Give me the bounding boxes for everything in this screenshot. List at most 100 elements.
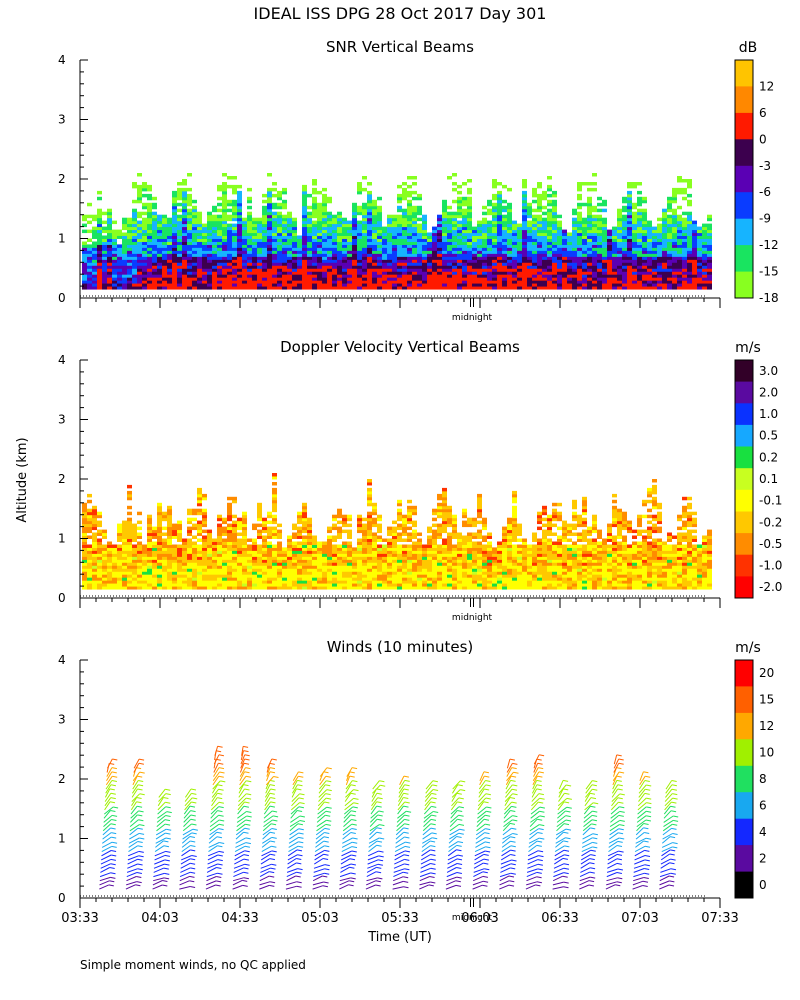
wind-barb: [157, 801, 166, 811]
wind-barb: [317, 801, 325, 811]
wind-barb: [206, 880, 217, 886]
wind-barb: [473, 868, 485, 873]
wind-barb: [663, 810, 672, 819]
wind-barb: [238, 793, 247, 802]
wind-barb: [526, 881, 538, 886]
wind-barb: [157, 806, 167, 815]
wind-barb: [213, 767, 220, 777]
wind-barb: [314, 858, 324, 865]
wind-barb: [526, 876, 537, 882]
wind-barb: [156, 823, 166, 832]
wind-barb: [581, 846, 593, 853]
wind-barb: [235, 837, 246, 844]
wind-barb: [232, 884, 243, 890]
wind-barb: [608, 837, 620, 844]
wind-barb: [183, 810, 191, 819]
wind-barb: [153, 867, 164, 873]
wind-barb: [397, 797, 404, 807]
wind-barb: [639, 775, 646, 786]
wind-barb: [312, 881, 324, 886]
wind-barb: [212, 775, 220, 786]
wind-barb: [126, 881, 137, 886]
wind-barb: [447, 854, 459, 861]
panel-3-axes: [79, 659, 721, 908]
wind-barb: [633, 868, 645, 873]
colorbar-label: 0: [759, 132, 767, 146]
wind-barb: [103, 815, 113, 823]
wind-barb: [558, 788, 564, 798]
wind-barb: [345, 780, 353, 790]
wind-barb: [372, 784, 381, 794]
wind-barb: [661, 849, 671, 857]
wind-barb: [399, 775, 405, 786]
wind-barb: [315, 832, 325, 840]
colorbar-label: 15: [759, 693, 774, 707]
wind-barb: [531, 784, 538, 794]
wind-barb: [291, 797, 300, 807]
wind-barb: [153, 863, 165, 869]
wind-barb: [637, 802, 647, 811]
wind-profile: [232, 745, 252, 890]
wind-barb: [180, 867, 191, 873]
colorbar-label: -18: [759, 291, 779, 305]
wind-barb: [367, 855, 379, 861]
wind-barb: [207, 854, 219, 861]
wind-barb: [259, 871, 270, 878]
wind-barb: [449, 832, 460, 840]
wind-barb: [396, 814, 405, 823]
wind-barb: [291, 788, 297, 798]
wind-barb: [473, 862, 484, 869]
wind-barb: [343, 806, 354, 815]
wind-barb: [287, 858, 297, 865]
wind-barb: [101, 845, 112, 853]
wind-barb: [130, 810, 139, 819]
xtick-label-07:03: 07:03: [621, 911, 658, 926]
wind-barb: [211, 797, 218, 807]
wind-barb: [153, 877, 165, 882]
wind-barb: [505, 788, 513, 798]
wind-barb: [476, 823, 486, 832]
wind-barb: [235, 831, 244, 840]
wind-barb: [394, 845, 406, 853]
wind-barb: [238, 784, 244, 794]
wind-profile: [552, 779, 572, 890]
wind-barb: [259, 884, 270, 890]
wind-barb: [607, 862, 618, 869]
wind-barb: [450, 806, 460, 815]
wind-barb: [608, 840, 618, 848]
wind-barb: [502, 833, 513, 840]
colorbar-swatch: [735, 576, 753, 599]
wind-barb: [478, 793, 487, 802]
wind-barb: [526, 868, 538, 873]
wind-barb: [340, 858, 351, 865]
wind-barb: [128, 845, 138, 853]
wind-barb: [266, 758, 273, 769]
colorbar-label: -1.0: [759, 559, 782, 573]
wind-barb: [448, 841, 459, 848]
wind-barb: [659, 880, 670, 886]
wind-barb: [314, 845, 325, 853]
wind-profile: [659, 780, 679, 890]
colorbar-swatch: [735, 192, 753, 220]
wind-barb: [606, 877, 618, 882]
wind-barb: [583, 819, 593, 827]
wind-barb: [346, 767, 353, 777]
colorbar-3: [734, 659, 754, 899]
wind-barb: [210, 801, 220, 811]
colorbar-title: dB: [739, 40, 758, 56]
wind-barb: [340, 866, 350, 873]
wind-barb: [99, 884, 110, 890]
wind-barb: [420, 858, 432, 865]
wind-barb: [366, 866, 377, 873]
wind-barb: [633, 864, 646, 869]
wind-barb: [132, 771, 141, 782]
ytick-label-3: 3: [58, 713, 66, 727]
wind-barb: [419, 884, 430, 890]
colorbar-label: -15: [759, 265, 779, 279]
wind-barb: [344, 798, 354, 807]
colorbar-label: -2.0: [759, 580, 782, 594]
figure-title: IDEAL ISS DPG 28 Oct 2017 Day 301: [253, 4, 547, 23]
wind-barb: [127, 863, 138, 869]
wind-barb: [420, 863, 431, 869]
wind-barb: [316, 814, 326, 823]
